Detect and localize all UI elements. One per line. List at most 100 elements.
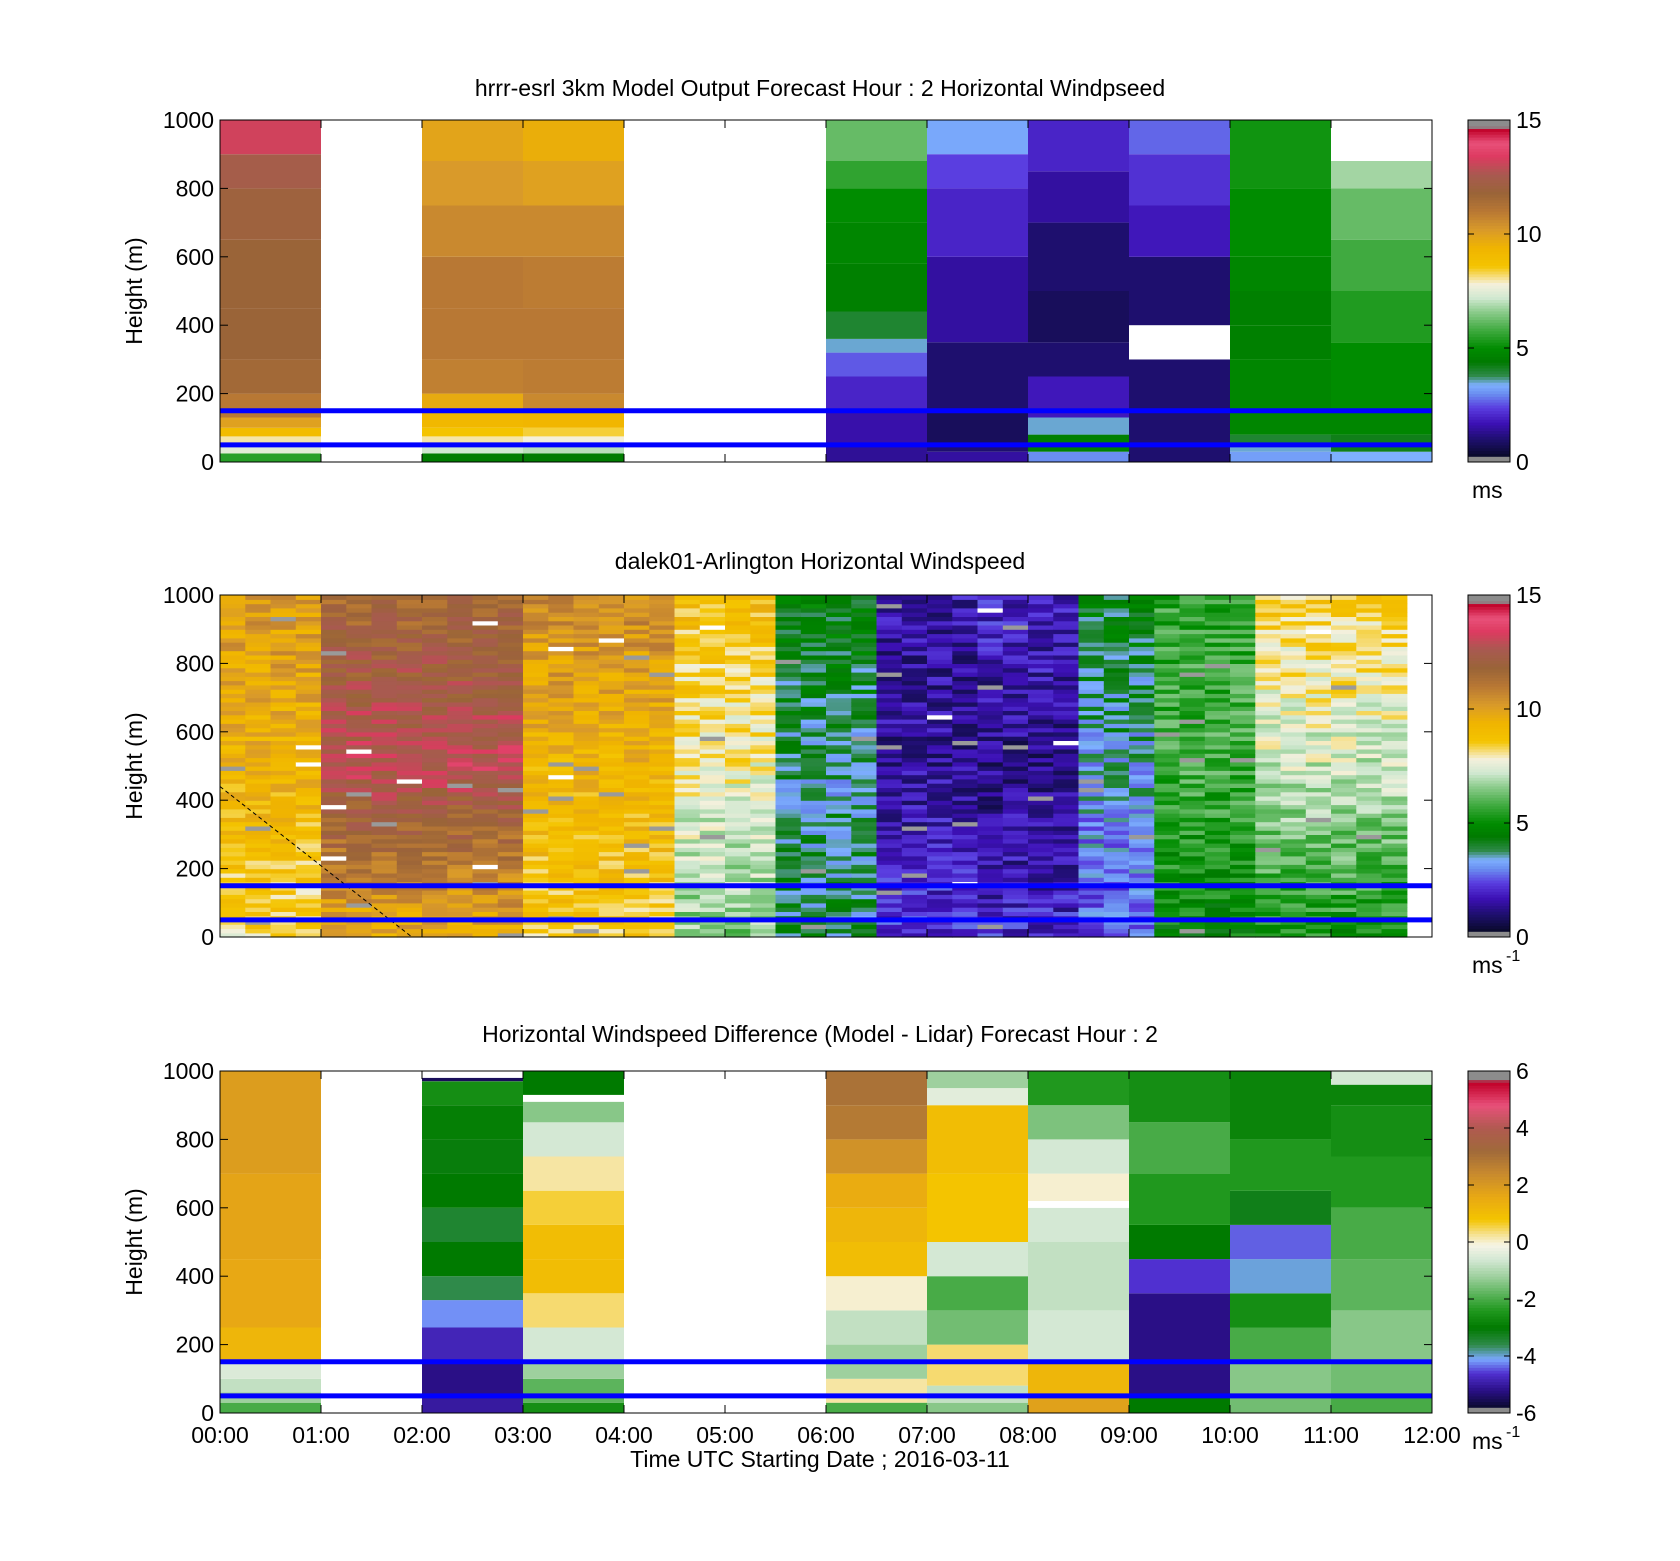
- heatmap-cell: [927, 188, 1028, 257]
- heatmap-cell: [598, 595, 625, 600]
- heatmap-cell: [1381, 808, 1408, 814]
- heatmap-cell: [1078, 676, 1105, 682]
- heatmap-cell: [497, 719, 524, 724]
- heatmap-cell: [1280, 851, 1307, 857]
- heatmap-cell: [775, 868, 802, 874]
- heatmap-cell: [1129, 693, 1155, 699]
- heatmap-cell: [800, 894, 827, 900]
- heatmap-cell: [472, 663, 499, 669]
- heatmap-cell: [523, 902, 549, 908]
- heatmap-cell: [1103, 928, 1130, 934]
- heatmap-cell: [800, 731, 827, 737]
- heatmap-cell: [1356, 637, 1383, 643]
- heatmap-cell: [1255, 624, 1282, 630]
- heatmap-cell: [674, 637, 701, 643]
- heatmap-cell: [1103, 778, 1130, 784]
- heatmap-cell: [1230, 672, 1256, 677]
- heatmap-cell: [1230, 646, 1256, 652]
- heatmap-cell: [422, 774, 448, 780]
- heatmap-cell: [750, 787, 777, 793]
- heatmap-cell: [548, 898, 575, 904]
- heatmap-cell: [447, 616, 474, 622]
- heatmap-cell: [1053, 723, 1080, 729]
- heatmap-cell: [371, 731, 398, 737]
- heatmap-cell: [977, 676, 1004, 682]
- heatmap-cell: [220, 911, 246, 917]
- heatmap-cell: [1381, 834, 1408, 840]
- heatmap-cell: [573, 663, 600, 669]
- heatmap-cell: [699, 744, 726, 750]
- colorbar-segment: [1468, 740, 1510, 744]
- heatmap-cell: [1002, 821, 1029, 827]
- heatmap-cell: [1103, 804, 1130, 810]
- colorbar-segment: [1468, 928, 1510, 932]
- colorbar-segment: [1468, 262, 1510, 266]
- heatmap-cell: [523, 843, 549, 848]
- heatmap-cell: [396, 753, 423, 759]
- heatmap-cell: [624, 744, 650, 750]
- heatmap-cell: [422, 843, 448, 848]
- heatmap-cell: [649, 684, 676, 690]
- heatmap-cell: [321, 672, 347, 677]
- heatmap-cell: [876, 637, 903, 643]
- heatmap-cell: [497, 830, 524, 835]
- heatmap-cell: [346, 894, 373, 900]
- heatmap-cell: [598, 770, 625, 776]
- heatmap-cell: [295, 778, 322, 784]
- heatmap-cell: [952, 847, 979, 853]
- heatmap-cell: [851, 612, 878, 617]
- heatmap-cell: [371, 629, 398, 635]
- heatmap-cell: [321, 821, 347, 827]
- heatmap-cell: [573, 693, 600, 699]
- heatmap-cell: [548, 620, 575, 626]
- heatmap-cell: [1204, 864, 1231, 870]
- heatmap-cell: [775, 825, 802, 831]
- colorbar-segment: [1468, 617, 1510, 622]
- heatmap-cell: [725, 599, 751, 605]
- heatmap-cell: [1129, 731, 1155, 737]
- heatmap-cell: [1129, 620, 1155, 626]
- heatmap-cell: [396, 642, 423, 647]
- x-tick-label: 00:00: [191, 1422, 249, 1448]
- heatmap-cell: [750, 821, 777, 827]
- heatmap-cell: [321, 612, 347, 617]
- heatmap-cell: [775, 693, 802, 699]
- heatmap-cell: [901, 693, 928, 699]
- heatmap-cell: [876, 667, 903, 673]
- heatmap-cell: [1078, 607, 1105, 613]
- colorbar-segment: [1468, 185, 1510, 189]
- heatmap-cell: [725, 757, 751, 763]
- heatmap-cell: [1204, 723, 1231, 729]
- heatmap-cell: [1002, 838, 1029, 844]
- colorbar-tick-label: 10: [1516, 696, 1542, 722]
- colorbar-segment: [1468, 1145, 1510, 1149]
- heatmap-cell: [1179, 663, 1206, 669]
- colorbar-segment: [1468, 1267, 1510, 1271]
- heatmap-cell: [826, 911, 852, 917]
- heatmap-cell: [346, 778, 373, 784]
- heatmap-cell: [1204, 642, 1231, 647]
- heatmap-cell: [245, 748, 272, 754]
- heatmap-cell: [598, 740, 625, 746]
- heatmap-cell: [270, 731, 297, 737]
- heatmap-cell: [1230, 770, 1256, 776]
- heatmap-cell: [523, 697, 549, 703]
- heatmap-cell: [1305, 629, 1332, 635]
- heatmap-cell: [422, 629, 448, 635]
- heatmap-cell: [977, 624, 1004, 630]
- heatmap-cell: [1103, 684, 1130, 690]
- heatmap-cell: [1305, 667, 1332, 673]
- colorbar-segment: [1468, 291, 1510, 295]
- heatmap-cell: [699, 770, 726, 776]
- heatmap-cell: [295, 731, 322, 737]
- heatmap-cell: [800, 599, 827, 605]
- heatmap-cell: [1179, 612, 1206, 617]
- heatmap-cell: [952, 672, 979, 677]
- heatmap-cell: [1179, 847, 1206, 853]
- heatmap-cell: [649, 804, 676, 810]
- heatmap-cell: [1331, 697, 1357, 703]
- heatmap-cell: [1002, 770, 1029, 776]
- heatmap-cell: [523, 616, 549, 622]
- heatmap-cell: [876, 646, 903, 652]
- colorbar-segment: [1468, 1099, 1510, 1103]
